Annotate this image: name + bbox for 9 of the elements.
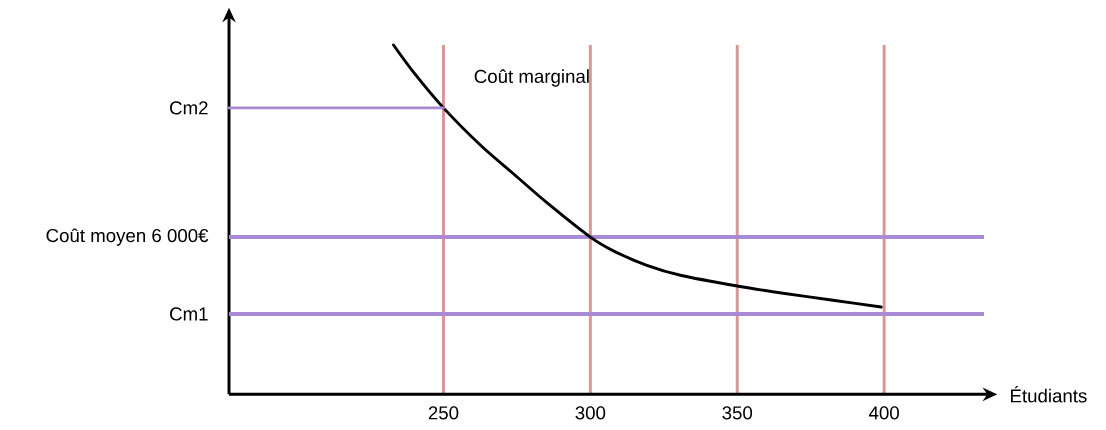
series-label: Cm2	[170, 101, 208, 115]
x-tick-label: 250	[428, 406, 459, 420]
series-label: Coût marginal	[474, 69, 589, 87]
x-tick-label: 350	[722, 406, 753, 420]
x-tick-label: 300	[575, 406, 606, 420]
ref-line-label: Coût moyen 6 000€	[46, 228, 209, 246]
x-tick-label: 400	[868, 406, 899, 420]
x-axis-title: Étudiants	[1011, 386, 1087, 403]
ref-line-label: Cm1	[170, 307, 208, 321]
